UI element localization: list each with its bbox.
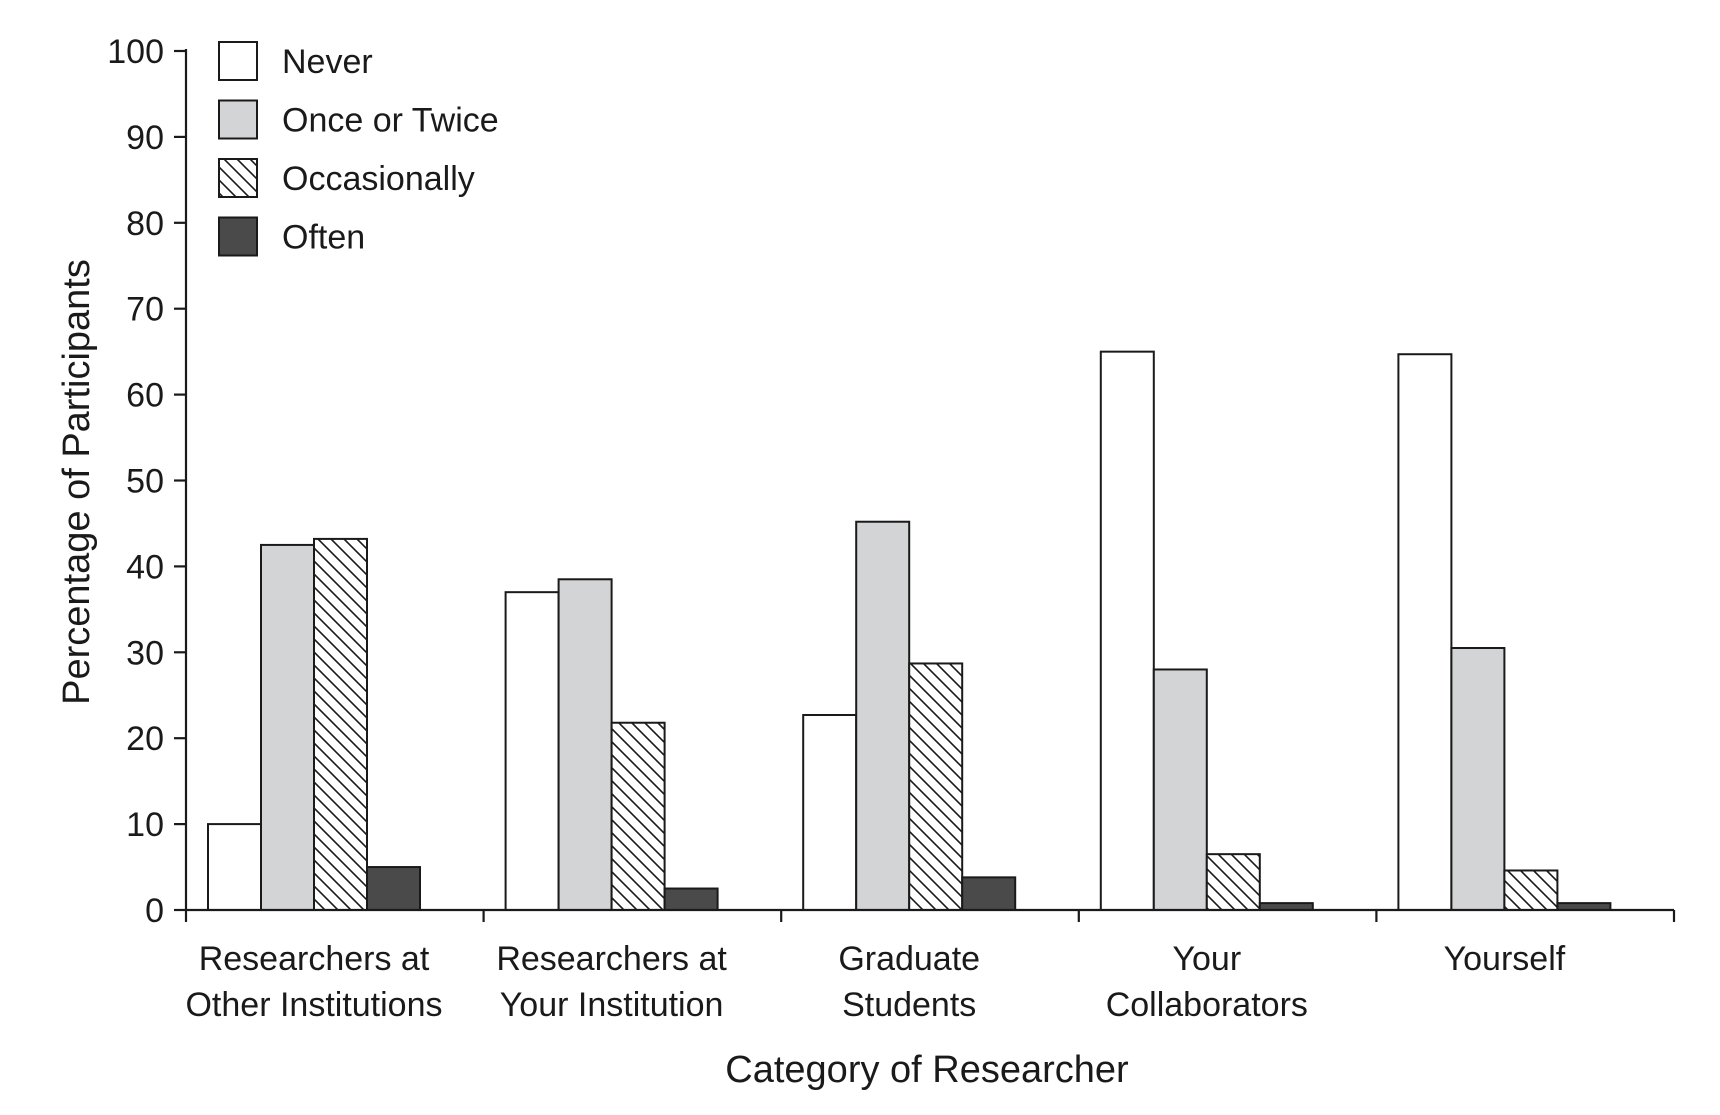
legend: Never Once or Twice Occasionally Often xyxy=(218,41,499,257)
y-tick-label: 50 xyxy=(126,463,164,501)
y-tick-label: 100 xyxy=(107,33,164,71)
x-category-label: Researchers at xyxy=(199,940,430,978)
x-category-label: Researchers at xyxy=(496,940,727,978)
bar-never xyxy=(1397,353,1453,911)
bar-never xyxy=(802,714,858,912)
bar-occasionally xyxy=(908,662,964,911)
y-tick-label: 10 xyxy=(126,806,164,844)
y-tick-label: 30 xyxy=(126,634,164,672)
bar-once-or-twice xyxy=(1152,668,1208,911)
y-tick-label: 70 xyxy=(126,291,164,329)
bar-never xyxy=(504,591,560,911)
bar-once-or-twice xyxy=(260,543,315,911)
bar-never xyxy=(1099,350,1155,911)
bar-once-or-twice xyxy=(855,520,911,911)
x-category-label: Your Institution xyxy=(500,986,724,1024)
x-category-label: Graduate xyxy=(838,940,980,978)
bar-often xyxy=(366,866,421,911)
bar-often xyxy=(961,876,1017,911)
bar-once-or-twice xyxy=(1450,647,1506,911)
legend-label: Occasionally xyxy=(282,160,475,198)
y-tick-label: 40 xyxy=(126,548,164,586)
bars xyxy=(207,350,1612,912)
bar-never xyxy=(207,823,262,911)
x-category-label: Students xyxy=(842,986,976,1024)
y-tick-label: 90 xyxy=(126,119,164,157)
x-category-label: Collaborators xyxy=(1106,986,1308,1024)
y-axis-title: Percentage of Participants xyxy=(56,259,98,705)
y-tick-label: 60 xyxy=(126,377,164,415)
bar-once-or-twice xyxy=(557,578,613,911)
y-tick-label: 20 xyxy=(126,720,164,758)
bar-occasionally xyxy=(313,537,368,911)
bar-occasionally xyxy=(1503,869,1559,912)
x-category-label: Yourself xyxy=(1444,940,1566,978)
legend-label: Never xyxy=(282,43,373,81)
x-axis-title: Category of Researcher xyxy=(725,1049,1129,1091)
bar-often xyxy=(663,887,719,912)
legend-label: Once or Twice xyxy=(282,102,499,140)
bar-occasionally xyxy=(610,721,666,911)
legend-swatch-never xyxy=(218,41,258,81)
legend-swatch-once-or-twice xyxy=(218,99,258,140)
x-axis-category-labels: Researchers at Other Institutions Research… xyxy=(185,940,1565,1024)
legend-swatch-occasionally xyxy=(218,158,258,198)
legend-label: Often xyxy=(282,219,365,257)
legend-swatch-often xyxy=(218,216,258,257)
x-category-label: Your xyxy=(1172,940,1241,978)
bar-occasionally xyxy=(1205,853,1261,911)
x-category-label: Other Institutions xyxy=(185,986,442,1024)
y-tick-label: 80 xyxy=(126,205,164,243)
y-tick-label: 0 xyxy=(145,892,164,930)
y-axis-ticks: 0 10 20 30 40 50 60 70 80 90 100 xyxy=(107,33,186,930)
